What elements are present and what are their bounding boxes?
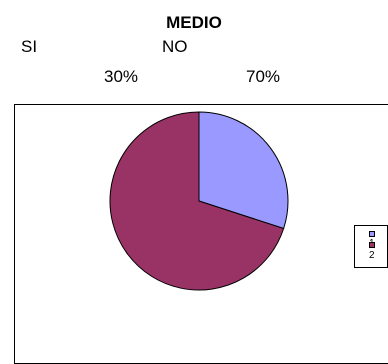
legend-swatch-2 [369,242,375,248]
legend-label-2: 2 [369,250,375,261]
percent-label-no: 70% [246,67,281,86]
legend-swatch-1 [369,231,375,237]
legend-item-2: 2 [355,242,388,261]
chart-title: MEDIO [166,13,222,32]
pie-slice-2 [109,111,285,291]
percent-label-si: 30% [104,67,139,86]
column-label-si: SI [21,37,38,56]
column-label-no: NO [162,37,188,56]
legend: 1 2 [354,225,388,268]
pie-chart [109,111,289,291]
pie-slice-1 [198,111,289,230]
